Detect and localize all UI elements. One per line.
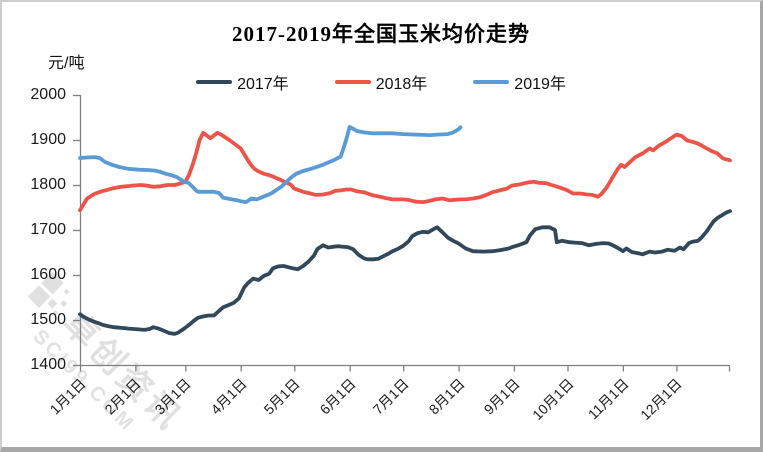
- legend-item-2018: 2018年: [334, 70, 428, 94]
- x-tick-label: 7月1日: [369, 375, 412, 418]
- x-tick-label: 11月1日: [584, 375, 632, 423]
- y-tick-label: 1900: [30, 131, 66, 148]
- legend-swatch-icon: [473, 80, 510, 84]
- y-tick-label: 1400: [30, 356, 66, 373]
- x-tick-label: 10月1日: [528, 375, 577, 424]
- x-tick-label: 4月1日: [207, 375, 250, 418]
- legend-label: 2019年: [514, 76, 566, 93]
- series-line-2019: [78, 124, 463, 204]
- legend-swatch-icon: [196, 80, 233, 84]
- x-tick-label: 9月1日: [480, 375, 523, 418]
- chart-canvas: [73, 94, 732, 372]
- series-line-2017: [78, 209, 732, 336]
- x-tick-label: 8月1日: [425, 375, 468, 418]
- y-tick-label: 1700: [30, 221, 66, 238]
- x-tick-label: 12月1日: [637, 375, 686, 424]
- series-line-2018: [78, 130, 732, 213]
- legend-label: 2018年: [375, 76, 428, 93]
- legend-item-2017: 2017年: [196, 70, 289, 94]
- legend-label: 2017年: [237, 76, 289, 93]
- legend: 2017年 2018年 2019年: [2, 70, 760, 94]
- y-tick-label: 1500: [30, 311, 66, 328]
- y-axis-unit-label: 元/吨: [48, 55, 85, 72]
- legend-item-2019: 2019年: [473, 70, 566, 94]
- x-tick-label: 6月1日: [316, 375, 359, 418]
- x-tick-label: 5月1日: [260, 375, 304, 418]
- legend-swatch-icon: [334, 80, 371, 84]
- y-tick-label: 1800: [30, 176, 66, 193]
- chart-title: 2017-2019年全国玉米均价走势: [232, 22, 530, 46]
- y-tick-label: 2000: [30, 86, 66, 103]
- y-tick-label: 1600: [30, 266, 66, 283]
- x-tick-label: 1月1日: [46, 375, 89, 418]
